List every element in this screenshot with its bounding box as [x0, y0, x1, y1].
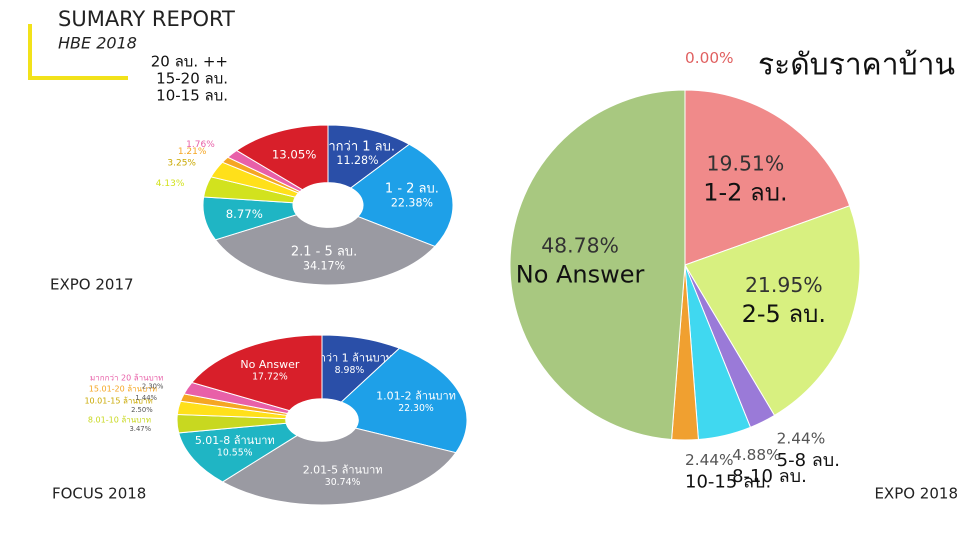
value-label: 4.88%	[732, 446, 781, 464]
slice-label: 5.01-8 ล้านบาท	[195, 434, 275, 447]
chart-caption: FOCUS 2018	[52, 485, 146, 503]
value-label: 22.38%	[391, 197, 433, 210]
slice-label: 1-2 ลบ.	[703, 179, 787, 207]
chart-caption: EXPO 2018	[874, 485, 958, 503]
slice-label: 2-5 ลบ.	[742, 300, 826, 328]
value-label: 3.47%	[129, 425, 151, 433]
slice-label: 1 - 2 ลบ.	[385, 182, 439, 197]
value-label: 19.51%	[707, 152, 785, 176]
report-title: SUMARY REPORT	[58, 7, 235, 31]
slice-label: No Answer	[240, 358, 299, 371]
annotation: 20 ลบ. ++	[151, 53, 228, 71]
slice-label: 5-8 ลบ.	[777, 450, 840, 471]
value-label: 0.00%	[685, 49, 734, 67]
slice-label: 10.01-15 ล้านบาท	[84, 397, 152, 406]
slice	[221, 427, 457, 506]
slice	[684, 205, 861, 417]
slice-label: No Answer	[516, 260, 645, 288]
slice-label: 10-15 ลบ.	[685, 471, 771, 492]
bracket	[28, 24, 128, 80]
slice	[349, 143, 454, 248]
slice-label: 15.01-20 ล้านบาท	[89, 385, 157, 394]
value-label: 8.98%	[335, 365, 365, 376]
value-label: 48.78%	[541, 234, 619, 258]
slice-label: ต่ำกว่า 1 ลบ.	[320, 137, 395, 154]
slice	[684, 89, 851, 266]
value-label: 3.25%	[167, 158, 196, 168]
slice	[191, 334, 323, 412]
slice-label: 2.01-5 ล้านบาท	[303, 463, 383, 476]
value-label: 22.30%	[398, 403, 434, 414]
slice	[235, 124, 329, 191]
slice-label: 8.01-10 ล้านบาท	[88, 415, 151, 424]
value-label: 1.21%	[178, 147, 207, 157]
value-label: 2.44%	[777, 430, 826, 448]
slice-label: มากกว่า 20 ล้านบาท	[90, 373, 163, 382]
value-label: 10.55%	[217, 447, 253, 458]
chart-caption: EXPO 2017	[50, 276, 134, 294]
value-label: 13.05%	[272, 148, 317, 162]
value-label: 2.44%	[685, 451, 734, 469]
report-subtitle: HBE 2018	[58, 34, 137, 53]
value-label: 1.76%	[186, 140, 215, 150]
slice-label: 1.01-2 ล้านบาท	[376, 390, 456, 403]
slice-label: 8-10 ลบ.	[732, 466, 807, 487]
slice-label: 2.1 - 5 ลบ.	[291, 245, 357, 260]
value-label: 4.13%	[156, 179, 185, 189]
annotation: 15-20 ลบ.	[156, 70, 228, 88]
value-label: 30.74%	[325, 477, 361, 488]
value-label: 2.30%	[142, 383, 164, 391]
slice	[509, 89, 686, 441]
slice	[178, 422, 299, 483]
slice	[340, 347, 468, 454]
chart-title: ระดับราคาบ้าน	[758, 48, 955, 83]
value-label: 8.77%	[226, 207, 263, 221]
annotation: 10-15 ลบ.	[156, 87, 228, 105]
slice	[214, 214, 436, 286]
value-label: 34.17%	[303, 259, 345, 272]
value-label: 2.50%	[131, 406, 153, 414]
value-label: 17.72%	[252, 371, 288, 382]
slice-label: ต่ำกว่า 1 ล้านบาท	[306, 349, 393, 364]
value-label: 1.44%	[135, 394, 157, 402]
value-label: 11.28%	[336, 154, 378, 167]
value-label: 21.95%	[745, 273, 823, 297]
